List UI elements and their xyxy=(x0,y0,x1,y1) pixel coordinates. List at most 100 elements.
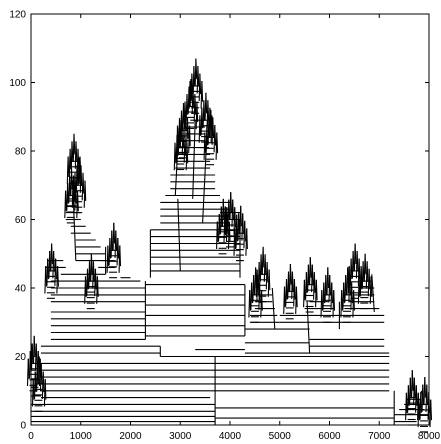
peak-spike xyxy=(224,206,227,228)
peak-spike xyxy=(249,290,251,311)
peak-spike xyxy=(55,258,57,280)
peak-spike xyxy=(351,282,353,304)
peak-spike xyxy=(295,286,298,308)
peak-spike xyxy=(261,290,263,311)
peak-spike xyxy=(115,230,118,252)
peak-spike xyxy=(176,135,179,156)
peak-spike xyxy=(205,92,208,114)
peak-spike xyxy=(405,392,408,414)
peak-spike xyxy=(415,385,418,406)
peak-spike xyxy=(49,250,51,272)
peak-spike xyxy=(358,276,361,297)
peak-spike xyxy=(260,254,263,276)
peak-spike xyxy=(53,250,55,272)
peak-spike xyxy=(88,261,91,282)
x-tick-label: 0 xyxy=(28,431,34,442)
peak-spike xyxy=(113,222,116,244)
peak-spike xyxy=(76,165,79,186)
peak-spike xyxy=(353,290,355,311)
peak-spike xyxy=(82,172,85,194)
peak-spike xyxy=(236,220,239,242)
peak-spike xyxy=(413,377,416,399)
peak-spike xyxy=(325,274,328,296)
y-tick-label: 60 xyxy=(15,215,27,226)
peak-spike xyxy=(420,392,423,413)
peak-spike xyxy=(94,268,97,290)
y-tick-label: 100 xyxy=(9,78,26,89)
peak-spike xyxy=(67,183,69,204)
data-segment xyxy=(271,287,276,330)
peak-spike xyxy=(191,73,194,95)
plot-area xyxy=(26,58,433,433)
peak-spike xyxy=(184,135,187,156)
peak-spike xyxy=(424,377,427,398)
peak-spike xyxy=(264,254,267,276)
peak-spike xyxy=(234,228,237,250)
peak-spike xyxy=(240,205,242,227)
peak-spike xyxy=(238,213,241,234)
peak-spike xyxy=(40,363,43,385)
peak-spike xyxy=(196,101,199,123)
peak-spike xyxy=(228,199,231,221)
peak-spike xyxy=(80,165,83,186)
peak-spike xyxy=(180,120,183,141)
y-tick-label: 80 xyxy=(15,147,27,158)
peak-spike xyxy=(232,199,235,221)
peak-spike xyxy=(182,127,185,149)
peak-spike xyxy=(358,258,361,280)
peak-spike xyxy=(258,261,261,283)
peak-spike xyxy=(283,286,286,308)
peak-spike xyxy=(303,279,306,301)
peak-spike xyxy=(201,107,204,129)
peak-spike xyxy=(370,276,373,297)
peak-spike xyxy=(84,180,87,202)
peak-spike xyxy=(84,276,87,297)
peak-spike xyxy=(262,246,265,268)
data-segment xyxy=(371,274,375,313)
peak-spike xyxy=(216,132,219,154)
peak-spike xyxy=(72,180,75,202)
peak-spike xyxy=(313,272,316,293)
peak-spike xyxy=(208,117,211,139)
peak-spike xyxy=(287,271,290,293)
y-tick-label: 120 xyxy=(9,10,26,21)
peak-spike xyxy=(426,384,429,406)
peak-spike xyxy=(75,141,78,163)
peak-spike xyxy=(78,157,81,179)
data-segment xyxy=(192,120,196,199)
peak-spike xyxy=(244,220,246,242)
peak-spike xyxy=(188,125,191,147)
data-segment xyxy=(72,198,77,261)
peak-spike xyxy=(352,250,355,272)
peak-spike xyxy=(69,148,72,170)
peak-spike xyxy=(38,356,41,378)
data-segment xyxy=(177,198,181,271)
peak-spike xyxy=(194,94,197,115)
peak-spike xyxy=(199,115,202,136)
peak-spike xyxy=(180,110,183,132)
peak-spike xyxy=(341,290,343,311)
x-tick-label: 3000 xyxy=(169,431,192,442)
peak-spike xyxy=(350,258,353,280)
peak-spike xyxy=(182,103,185,124)
peak-spike xyxy=(305,272,308,293)
peak-spike xyxy=(212,117,215,139)
peak-spike xyxy=(195,58,198,80)
y-tick-labels: 0 20 40 60 80 100 120 xyxy=(9,10,26,432)
peak-spike xyxy=(251,282,253,304)
peak-spike xyxy=(315,279,318,301)
peak-spike xyxy=(345,274,347,296)
peak-spike xyxy=(42,371,45,393)
peak-spike xyxy=(430,399,433,421)
peak-spike xyxy=(356,250,359,272)
peak-spike xyxy=(111,230,114,252)
peak-spike xyxy=(257,274,259,296)
x-tick-labels: 0 1000 2000 3000 4000 5000 6000 7000 8000 xyxy=(28,431,440,442)
peak-spike xyxy=(186,94,189,115)
peak-spike xyxy=(86,268,89,290)
peak-spike xyxy=(323,282,326,304)
peak-spike xyxy=(347,267,349,289)
peak-spike xyxy=(201,81,204,102)
peak-spike xyxy=(266,261,269,283)
